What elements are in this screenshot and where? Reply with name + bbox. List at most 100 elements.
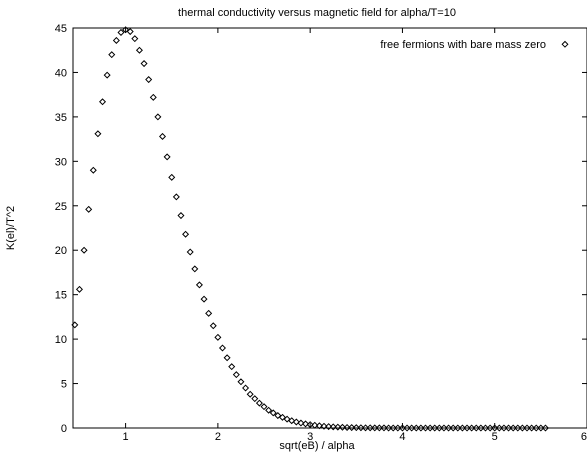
data-point: [182, 230, 190, 238]
y-tick-label: 45: [55, 23, 67, 35]
data-point: [302, 420, 310, 428]
x-axis-label: sqrt(eB) / alpha: [279, 440, 355, 452]
data-point: [292, 418, 300, 426]
data-point: [463, 424, 471, 432]
data-point: [389, 424, 397, 432]
data-point: [422, 424, 430, 432]
data-point: [191, 265, 199, 273]
x-tick-label: 1: [123, 431, 129, 443]
data-point: [426, 424, 434, 432]
data-point: [532, 424, 540, 432]
data-point: [458, 424, 466, 432]
y-axis-label: K(el)/T^2: [5, 206, 17, 250]
data-point: [260, 403, 268, 411]
data-point: [223, 354, 231, 362]
data-point: [108, 51, 116, 59]
data-point: [75, 285, 83, 293]
data-point: [445, 424, 453, 432]
data-point: [495, 424, 503, 432]
data-point: [154, 113, 162, 121]
data-point: [265, 406, 273, 414]
data-point: [403, 424, 411, 432]
data-point: [357, 424, 365, 432]
data-points: [71, 26, 549, 432]
data-point: [112, 36, 120, 44]
data-point: [523, 424, 531, 432]
data-point: [408, 424, 416, 432]
y-tick-label: 5: [61, 379, 67, 391]
data-point: [371, 424, 379, 432]
data-point: [311, 421, 319, 429]
y-tick-label: 20: [55, 245, 67, 257]
chart-title: thermal conductivity versus magnetic fie…: [178, 7, 456, 19]
data-point: [172, 193, 180, 201]
data-point: [541, 424, 549, 432]
data-point: [417, 424, 425, 432]
data-point: [435, 424, 443, 432]
data-point: [352, 424, 360, 432]
data-point: [232, 371, 240, 379]
data-point: [398, 424, 406, 432]
data-point: [274, 412, 282, 420]
legend: free fermions with bare mass zero: [380, 39, 569, 51]
data-point: [334, 423, 342, 431]
data-point: [122, 26, 130, 34]
data-point: [214, 333, 222, 341]
data-point: [186, 248, 194, 256]
data-point: [306, 421, 314, 429]
data-point: [491, 424, 499, 432]
data-point: [320, 422, 328, 430]
y-tick-label: 10: [55, 334, 67, 346]
data-point: [362, 424, 370, 432]
x-tick-label: 5: [492, 431, 498, 443]
data-point: [140, 60, 148, 68]
data-point: [325, 423, 333, 431]
data-point: [237, 378, 245, 386]
data-point: [348, 424, 356, 432]
plot-frame: [72, 27, 587, 429]
data-point: [80, 246, 88, 254]
y-tick-label: 25: [55, 201, 67, 213]
data-point: [283, 415, 291, 423]
data-point: [163, 153, 171, 161]
x-tick-label: 3: [307, 431, 313, 443]
data-point: [468, 424, 476, 432]
legend-label: free fermions with bare mass zero: [380, 39, 546, 51]
data-point: [159, 132, 167, 140]
data-point: [431, 424, 439, 432]
data-point: [255, 399, 263, 407]
y-tick-label: 30: [55, 156, 67, 168]
data-point: [518, 424, 526, 432]
data-point: [288, 417, 296, 425]
y-tick-label: 40: [55, 67, 67, 79]
data-point: [454, 424, 462, 432]
data-point: [145, 76, 153, 84]
y-tick-label: 15: [55, 290, 67, 302]
data-point: [375, 424, 383, 432]
data-point: [449, 424, 457, 432]
data-point: [209, 322, 217, 330]
data-point: [177, 212, 185, 220]
data-point: [228, 363, 236, 371]
data-point: [486, 424, 494, 432]
data-point: [218, 344, 227, 352]
data-point: [269, 409, 277, 417]
data-point: [131, 35, 139, 43]
data-point: [168, 173, 176, 181]
data-point: [394, 424, 402, 432]
data-point: [297, 419, 305, 427]
data-point: [149, 93, 157, 101]
data-point: [514, 424, 522, 432]
data-point: [385, 424, 393, 432]
data-point: [315, 422, 323, 430]
data-point: [329, 423, 337, 431]
data-point: [366, 424, 374, 432]
x-axis: 1 2 3 4 5 6: [123, 28, 587, 443]
data-point: [481, 424, 489, 432]
data-point: [135, 46, 143, 54]
data-point: [412, 424, 420, 432]
data-point: [505, 424, 513, 432]
data-point: [126, 28, 134, 36]
y-tick-label: 35: [55, 112, 67, 124]
